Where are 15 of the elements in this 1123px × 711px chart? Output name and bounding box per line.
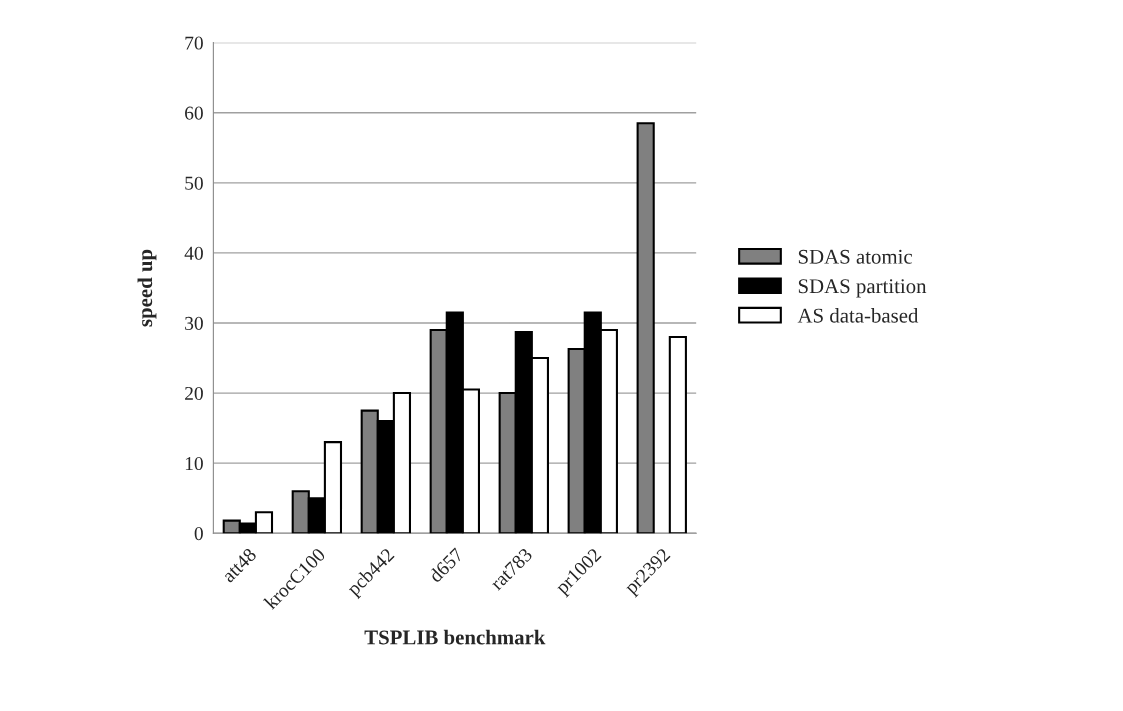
y-tick-label: 70	[185, 36, 203, 50]
y-tick-label: 50	[185, 176, 203, 190]
y-tick-label: 60	[185, 106, 203, 120]
y-tick-label: 40	[184, 246, 203, 260]
y-tick-label: 10	[185, 456, 203, 471]
legend-label: AS data-based	[797, 308, 919, 323]
legend-label: SDAS partition	[798, 279, 927, 298]
y-tick-label: 30	[185, 316, 203, 330]
bar	[668, 335, 687, 534]
x-axis-title: TSPLIB benchmark	[364, 629, 546, 645]
y-tick-label: 0	[194, 527, 203, 541]
bar	[636, 122, 655, 534]
y-axis-title: speed up	[137, 249, 157, 327]
legend-label: SDAS atomic	[798, 249, 913, 264]
y-tick-label: 20	[185, 386, 203, 401]
